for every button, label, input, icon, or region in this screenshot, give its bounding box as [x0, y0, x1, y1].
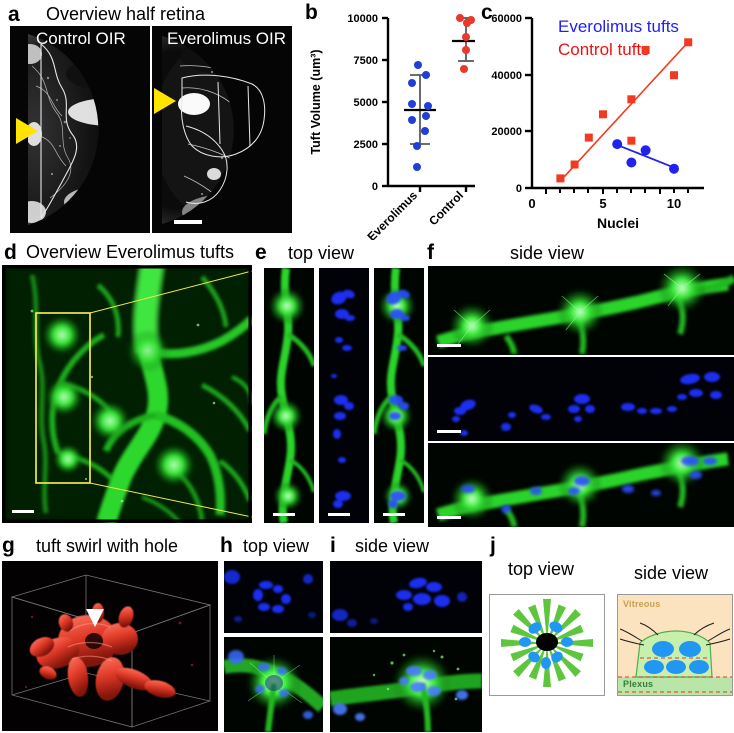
label-plexus: Plexus	[623, 679, 654, 689]
scalebar	[12, 510, 34, 513]
render-tuft-swirl-3d	[2, 561, 218, 731]
h-merge-svg	[224, 637, 323, 732]
svg-text:Tuft Volume (um³): Tuft Volume (um³)	[309, 49, 323, 154]
panel-title-d: Overview Everolimus tufts	[26, 242, 235, 262]
svg-text:20000: 20000	[491, 126, 522, 138]
panel-letter-e: e	[255, 241, 267, 264]
micrograph-e-blue	[319, 268, 369, 523]
scalebar	[383, 513, 405, 516]
svg-text:5: 5	[599, 196, 606, 211]
panel-letter-f: f	[427, 241, 434, 264]
panel-title-i: side view	[355, 536, 430, 556]
scalebar	[437, 344, 461, 347]
panel-title-j-top: top view	[508, 559, 575, 579]
panel-letter-h: h	[220, 534, 233, 557]
control-oir-retina-svg	[28, 34, 99, 225]
everolimus-oir-retina-svg	[162, 36, 266, 224]
micrograph-i-merge	[330, 637, 482, 732]
e-green-svg	[264, 268, 314, 523]
arrowhead-icon-control	[16, 118, 38, 144]
svg-text:10: 10	[667, 196, 681, 211]
tuft-swirl-svg	[2, 561, 218, 731]
schematic-side-view: Vitreous Plexus	[617, 594, 733, 696]
panel-title-f: side view	[510, 243, 585, 263]
svg-text:0: 0	[528, 196, 535, 211]
roi-rectangle	[35, 312, 91, 484]
svg-text:5000: 5000	[354, 97, 378, 109]
h-blue-svg	[224, 561, 323, 633]
scalebar	[437, 430, 461, 433]
svg-text:40000: 40000	[491, 70, 522, 82]
micrograph-control-oir: Control OIR	[10, 26, 150, 233]
micrograph-everolimus-oir: Everolimus OIR	[152, 26, 292, 233]
schematic-top-view	[489, 594, 605, 696]
micrograph-f-merge	[428, 443, 734, 527]
micrograph-f-green	[428, 266, 734, 355]
panel-letter-i: i	[330, 534, 336, 557]
svg-text:60000: 60000	[491, 13, 522, 25]
micrograph-e-green	[264, 268, 314, 523]
i-blue-svg	[330, 561, 482, 633]
schematic-side-view-svg	[618, 595, 732, 695]
panel-title-e: top view	[288, 243, 355, 263]
panel-letter-c: c	[481, 1, 493, 24]
panel-b-chart: 0 2500 5000 7500 10000 Tuft Volume (um³)…	[309, 13, 475, 240]
svg-text:Control tufts: Control tufts	[558, 40, 650, 59]
panel-title-j-side: side view	[634, 563, 709, 583]
panel-letter-d: d	[4, 241, 17, 264]
micrograph-h-blue	[224, 561, 323, 633]
panel-letter-j: j	[490, 534, 496, 557]
f-blue-svg	[428, 357, 734, 441]
i-merge-svg	[330, 637, 482, 732]
svg-text:0: 0	[516, 183, 522, 195]
micrograph-f-blue	[428, 357, 734, 441]
micrograph-e-merge	[374, 268, 424, 523]
panel-title-a: Overview half retina	[46, 4, 206, 24]
e-blue-svg	[319, 268, 369, 523]
svg-text:Control: Control	[426, 188, 466, 228]
panel-d-vessels-svg	[2, 265, 252, 523]
schematic-top-view-svg	[501, 599, 593, 687]
panel-c-chart: 0 20000 40000 60000 0 5 10 Nuclei Everol…	[491, 13, 704, 231]
panel-title-h: top view	[243, 536, 310, 556]
scalebar	[328, 513, 350, 516]
f-green-svg	[428, 266, 734, 355]
svg-text:10000: 10000	[347, 13, 378, 25]
panel-title-g: tuft swirl with hole	[36, 536, 179, 556]
e-merge-svg	[374, 268, 424, 523]
micrograph-overview-everolimus-tufts	[2, 265, 252, 523]
svg-text:Everolimus tufts: Everolimus tufts	[558, 17, 679, 36]
micrograph-h-merge	[224, 637, 323, 732]
micrograph-i-blue	[330, 561, 482, 633]
arrowhead-icon-everolimus	[154, 88, 176, 114]
arrowhead-icon-hole	[86, 609, 104, 627]
panel-letter-a: a	[8, 3, 20, 26]
svg-text:0: 0	[372, 181, 378, 193]
panel-letter-b: b	[305, 1, 318, 24]
f-merge-svg	[428, 443, 734, 527]
scalebar	[437, 516, 461, 519]
scalebar	[174, 220, 202, 224]
label-vitreous: Vitreous	[623, 599, 661, 609]
panel-letter-g: g	[2, 534, 15, 557]
label-control-oir: Control OIR	[36, 29, 126, 48]
svg-text:Nuclei: Nuclei	[597, 215, 639, 231]
svg-text:Everolimus: Everolimus	[364, 188, 420, 240]
svg-text:2500: 2500	[354, 139, 378, 151]
scalebar	[273, 513, 295, 516]
label-everolimus-oir: Everolimus OIR	[167, 29, 287, 48]
svg-text:7500: 7500	[354, 55, 378, 67]
